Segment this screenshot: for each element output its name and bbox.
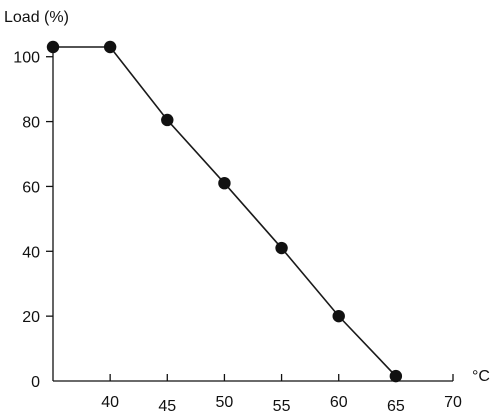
x-ticks: 40 45 50 55 60 65 70: [101, 374, 462, 415]
data-point: [161, 113, 174, 127]
x-tick-label: 60: [330, 394, 348, 411]
y-tick-label: 80: [22, 115, 40, 132]
x-tick-label: 55: [273, 398, 291, 415]
series-polyline: [53, 46, 397, 377]
y-tick-label: 60: [22, 179, 40, 196]
x-tick-label: 45: [158, 398, 176, 415]
data-point: [103, 40, 117, 54]
x-tick-label: 50: [216, 394, 234, 411]
y-tick-label: 100: [13, 50, 40, 67]
x-tick-label: 65: [387, 398, 405, 415]
y-tick-label: 20: [22, 309, 40, 326]
axes: [52, 41, 453, 382]
data-point: [389, 369, 403, 383]
data-point: [46, 40, 60, 54]
data-point: [332, 309, 345, 323]
x-tick-label: 40: [101, 394, 119, 411]
y-tick-label: 0: [31, 374, 40, 391]
y-tick-label: 40: [22, 244, 40, 261]
data-point: [275, 241, 288, 255]
x-tick-label: 70: [444, 394, 462, 411]
y-ticks: 0 20 40 60 80 100: [13, 50, 53, 391]
series-line: [53, 46, 397, 377]
x-axis-label: °C: [472, 368, 490, 385]
data-point: [218, 176, 231, 190]
y-axis-label: Load (%): [4, 9, 69, 26]
data-points: [46, 40, 403, 383]
